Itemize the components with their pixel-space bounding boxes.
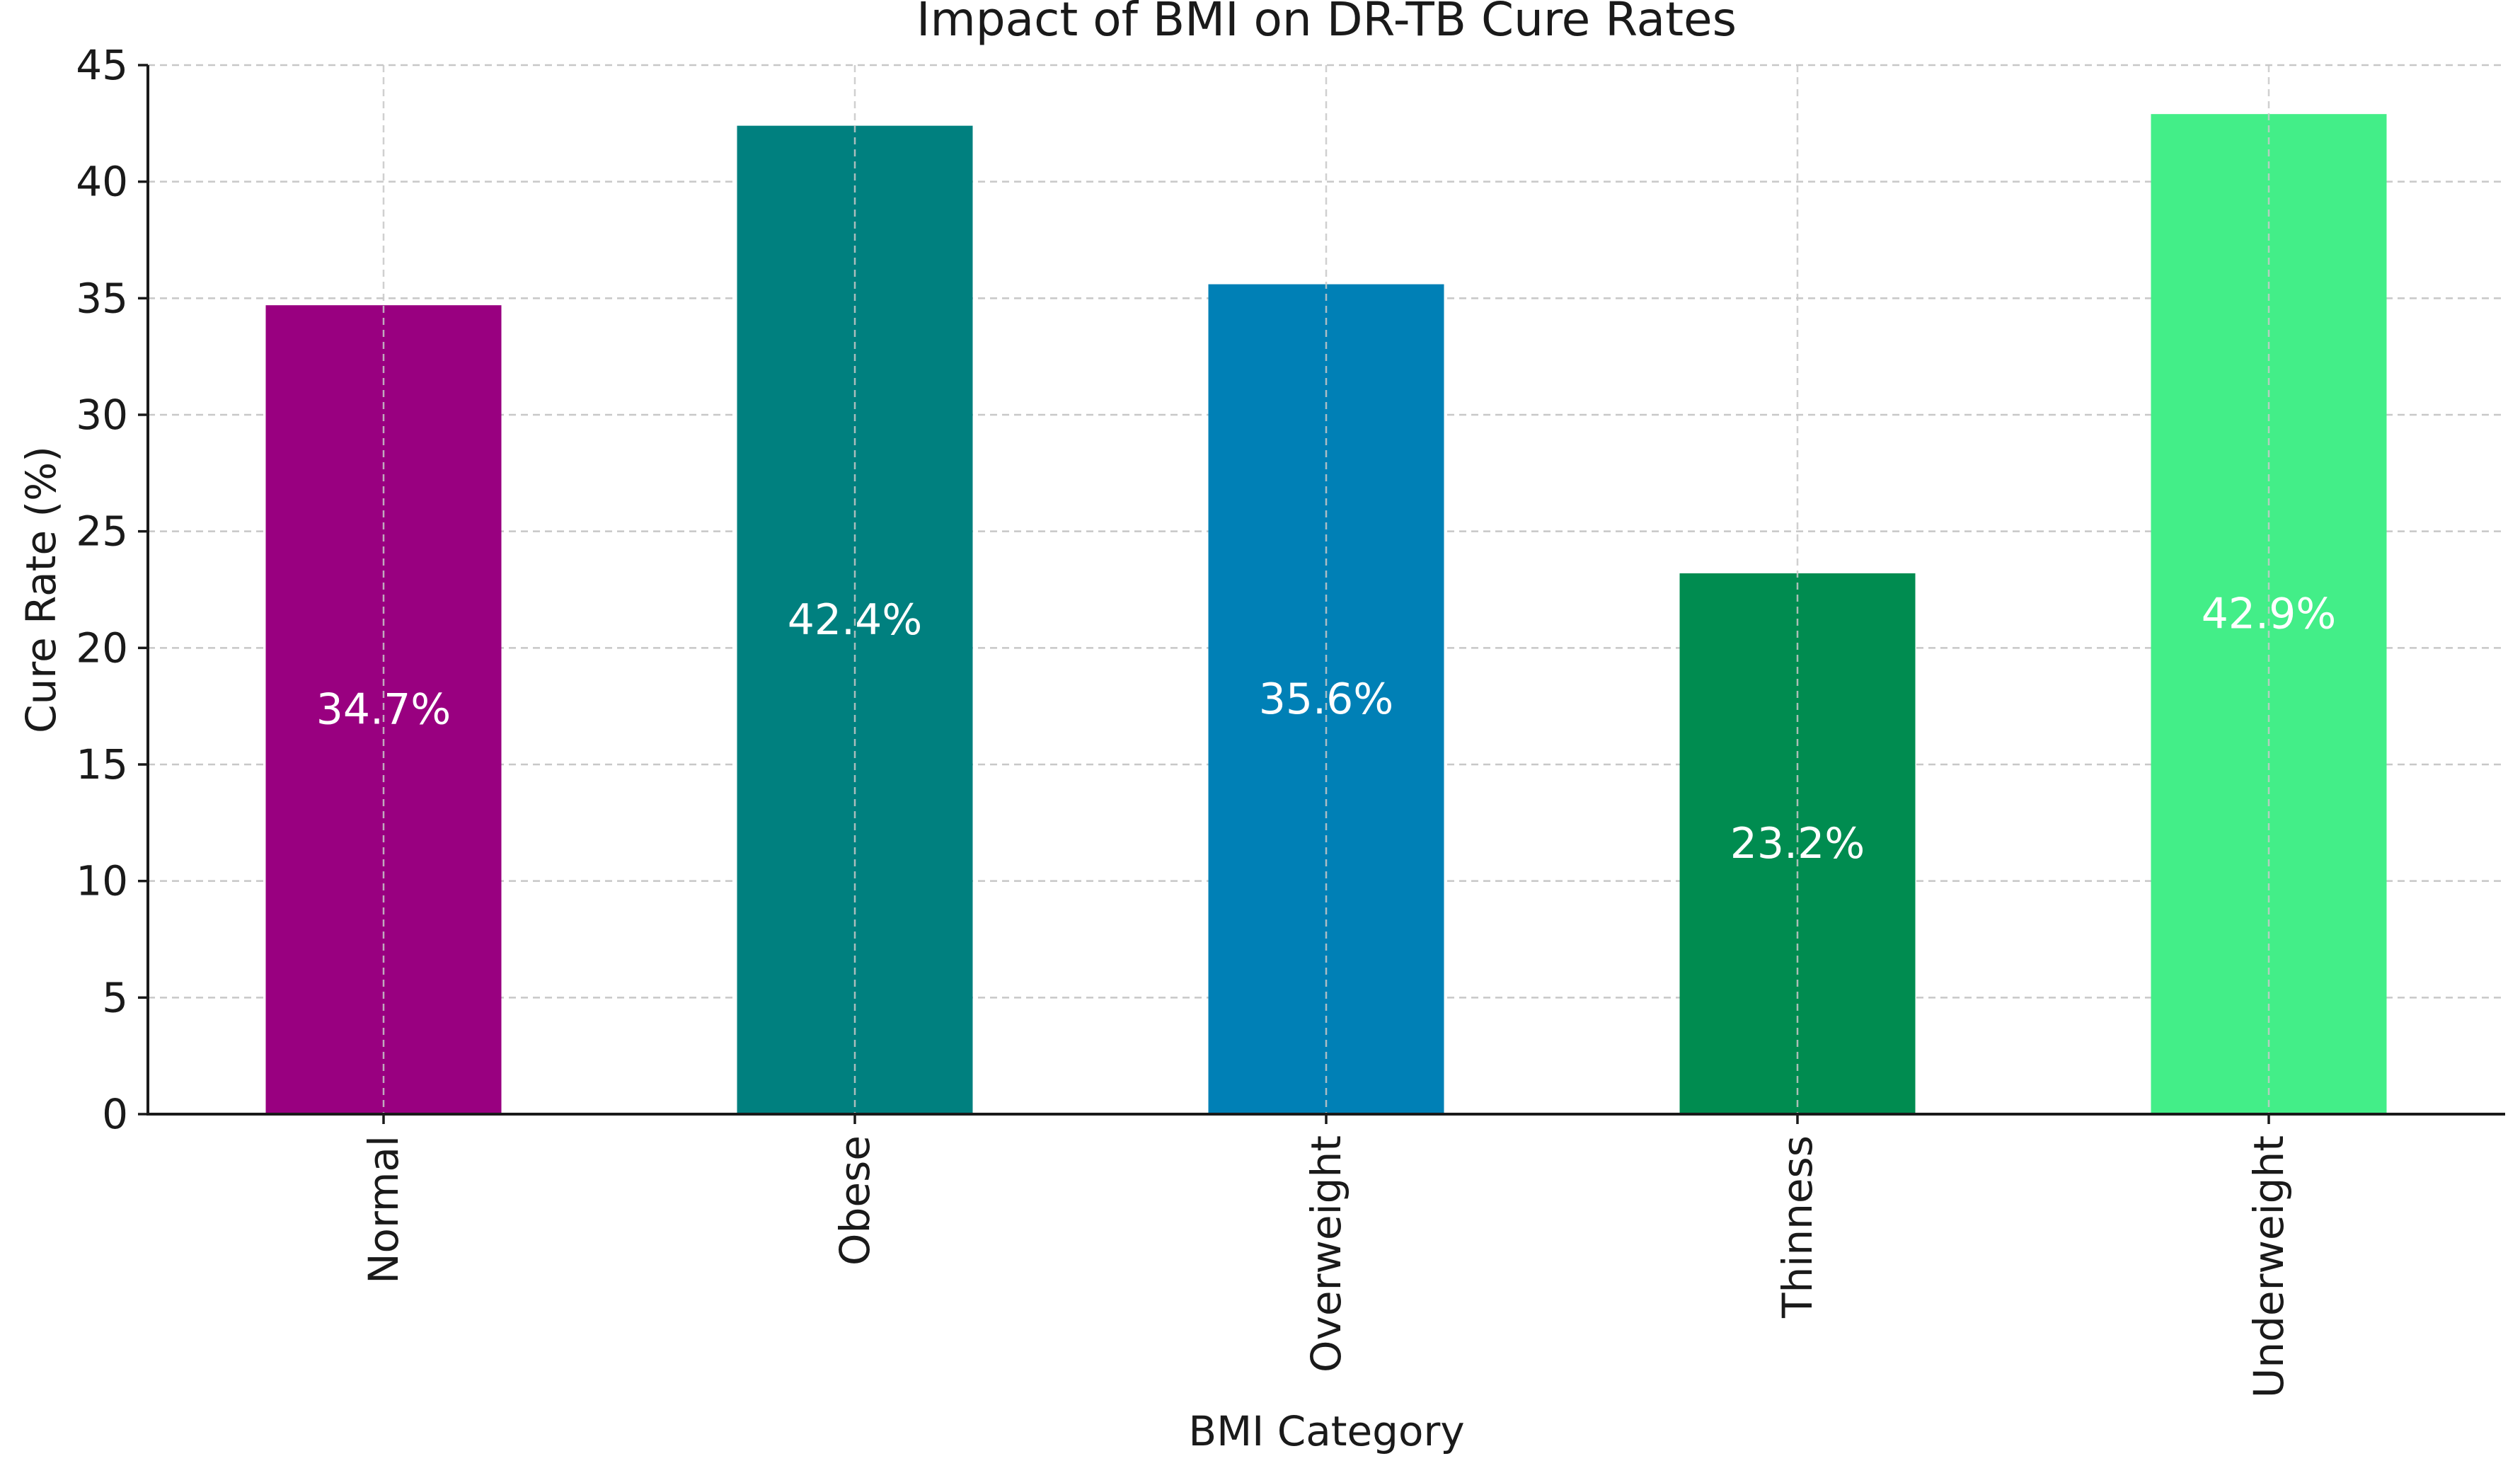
bar-thinness	[1679, 573, 1916, 1114]
bar-value-label: 23.2%	[1730, 819, 1865, 869]
bar-value-label: 42.4%	[788, 595, 923, 645]
y-tick-label: 5	[102, 973, 128, 1021]
x-tick-label: Overweight	[1302, 1135, 1350, 1372]
y-tick-labels: 0 5 10 15 20 25 30 35 40 45	[76, 41, 128, 1138]
x-tick-label: Normal	[359, 1135, 408, 1284]
y-tick-label: 15	[76, 740, 128, 789]
bar-value-labels: 34.7% 42.4% 35.6% 23.2% 42.9%	[316, 590, 2337, 869]
axes	[138, 64, 2505, 1124]
y-tick-label: 25	[76, 508, 128, 556]
x-tick-labels: Normal Obese Overweight Thinness Underweight	[359, 1135, 2293, 1398]
y-tick-label: 40	[76, 158, 128, 206]
grid-lines	[148, 64, 2505, 999]
bar-value-label: 34.7%	[316, 685, 451, 735]
x-tick-label: Thinness	[1773, 1135, 1822, 1319]
y-tick-label: 0	[102, 1090, 128, 1138]
chart-title: Impact of BMI on DR-TB Cure Rates	[916, 0, 1737, 47]
x-tick-label: Underweight	[2245, 1135, 2293, 1398]
y-tick-label: 35	[76, 274, 128, 322]
bar-value-label: 35.6%	[1259, 675, 1394, 724]
bar-value-label: 42.9%	[2202, 590, 2337, 639]
y-tick-label: 10	[76, 857, 128, 905]
y-tick-label: 30	[76, 391, 128, 439]
x-tick-label: Obese	[831, 1135, 879, 1266]
y-tick-label: 20	[76, 624, 128, 672]
x-axis-title: BMI Category	[1188, 1407, 1464, 1455]
bar-overweight	[1208, 284, 1444, 1114]
y-tick-label: 45	[76, 41, 128, 89]
bars	[265, 65, 2387, 1114]
y-axis-title: Cure Rate (%)	[17, 446, 65, 733]
